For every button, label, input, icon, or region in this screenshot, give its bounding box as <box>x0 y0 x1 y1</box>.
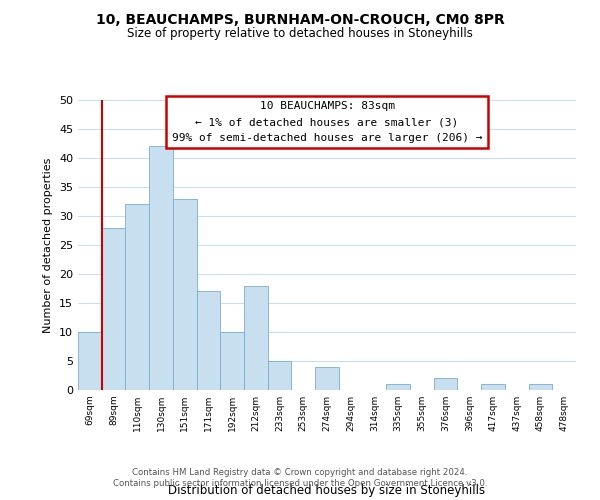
Bar <box>78 332 102 390</box>
Bar <box>529 384 552 390</box>
Bar <box>197 292 220 390</box>
Text: 10, BEAUCHAMPS, BURNHAM-ON-CROUCH, CM0 8PR: 10, BEAUCHAMPS, BURNHAM-ON-CROUCH, CM0 8… <box>95 12 505 26</box>
Bar <box>173 198 197 390</box>
Bar <box>386 384 410 390</box>
X-axis label: Distribution of detached houses by size in Stoneyhills: Distribution of detached houses by size … <box>169 484 485 497</box>
Bar <box>481 384 505 390</box>
Bar <box>315 367 339 390</box>
Bar <box>434 378 457 390</box>
Bar <box>102 228 125 390</box>
Text: Size of property relative to detached houses in Stoneyhills: Size of property relative to detached ho… <box>127 28 473 40</box>
Bar <box>149 146 173 390</box>
Bar <box>125 204 149 390</box>
Text: Contains HM Land Registry data © Crown copyright and database right 2024.
Contai: Contains HM Land Registry data © Crown c… <box>113 468 487 487</box>
Y-axis label: Number of detached properties: Number of detached properties <box>43 158 53 332</box>
Bar <box>244 286 268 390</box>
Bar <box>220 332 244 390</box>
Text: 10 BEAUCHAMPS: 83sqm
← 1% of detached houses are smaller (3)
99% of semi-detache: 10 BEAUCHAMPS: 83sqm ← 1% of detached ho… <box>172 102 482 142</box>
Bar <box>268 361 292 390</box>
